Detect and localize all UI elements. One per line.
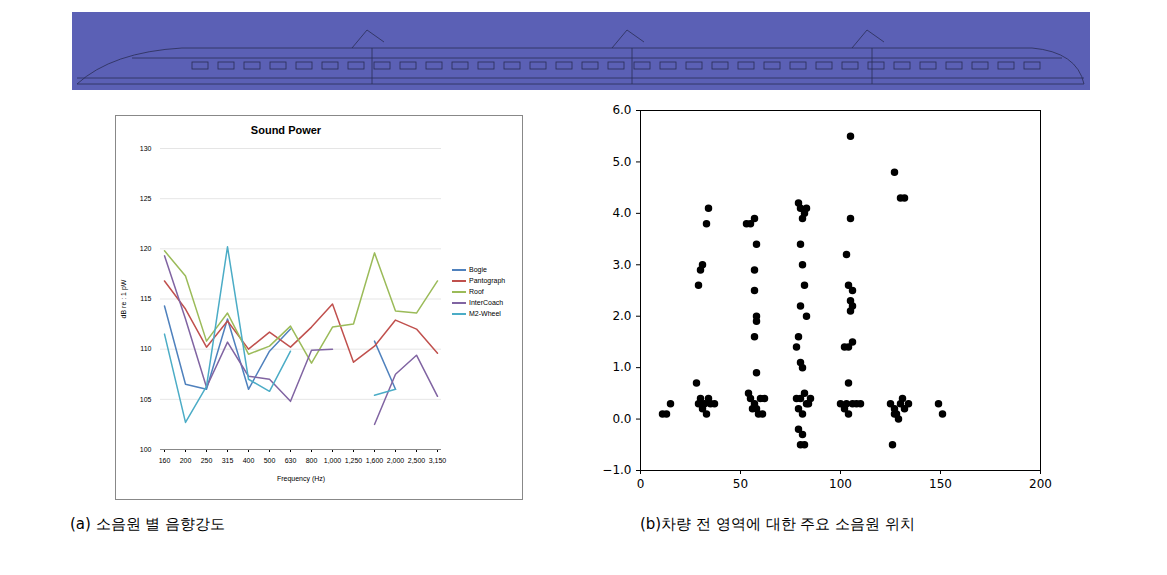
svg-text:105: 105 [140,396,152,403]
svg-text:1,000: 1,000 [324,457,342,464]
svg-text:630: 630 [285,457,297,464]
svg-text:1,600: 1,600 [366,457,384,464]
svg-text:800: 800 [306,457,318,464]
svg-text:6.0: 6.0 [612,103,631,117]
svg-text:2.0: 2.0 [612,309,631,323]
svg-text:0.0: 0.0 [612,412,631,426]
html-text:InterCoach: InterCoach [469,299,504,306]
html-text:(a) 소음원 별 음향강도: (a) 소음원 별 음향강도 [70,515,226,533]
html-text:Bogie: Bogie [469,266,487,273]
svg-text:400: 400 [243,457,255,464]
svg-text:1,250: 1,250 [345,457,363,464]
svg-text:1.0: 1.0 [612,360,631,374]
svg-text:Frequency (Hz): Frequency (Hz) [277,475,325,483]
svg-text:100: 100 [140,446,152,453]
svg-text:−1.0: −1.0 [602,463,631,477]
svg-text:160: 160 [159,457,171,464]
html-text:Pantograph: Pantograph [469,277,506,284]
svg-text:0: 0 [637,477,645,491]
svg-text:100: 100 [829,477,852,491]
svg-text:150: 150 [929,477,952,491]
svg-text:2,500: 2,500 [408,457,426,464]
html-text:M2-Wheel: M2-Wheel [469,310,501,317]
svg-text:50: 50 [733,477,748,491]
html-text:Sound Power: Sound Power [250,124,322,136]
svg-text:315: 315 [222,457,234,464]
html-text:(b)차량 전 영역에 대한 주요 소음원 위치: (b)차량 전 영역에 대한 주요 소음원 위치 [640,515,915,533]
svg-text:500: 500 [264,457,276,464]
svg-text:5.0: 5.0 [612,155,631,169]
svg-text:3,150: 3,150 [429,457,447,464]
svg-text:125: 125 [140,195,152,202]
svg-text:110: 110 [140,345,151,352]
svg-text:120: 120 [140,245,152,252]
svg-text:115: 115 [140,295,151,302]
svg-text:250: 250 [201,457,213,464]
svg-text:200: 200 [180,457,192,464]
html-text:Roof: Roof [469,288,484,295]
svg-text:200: 200 [1029,477,1052,491]
svg-text:130: 130 [140,145,152,152]
svg-text:4.0: 4.0 [612,206,631,220]
svg-text:dB re : 1 pW: dB re : 1 pW [120,279,128,318]
svg-text:3.0: 3.0 [612,258,631,272]
svg-text:2,000: 2,000 [387,457,405,464]
